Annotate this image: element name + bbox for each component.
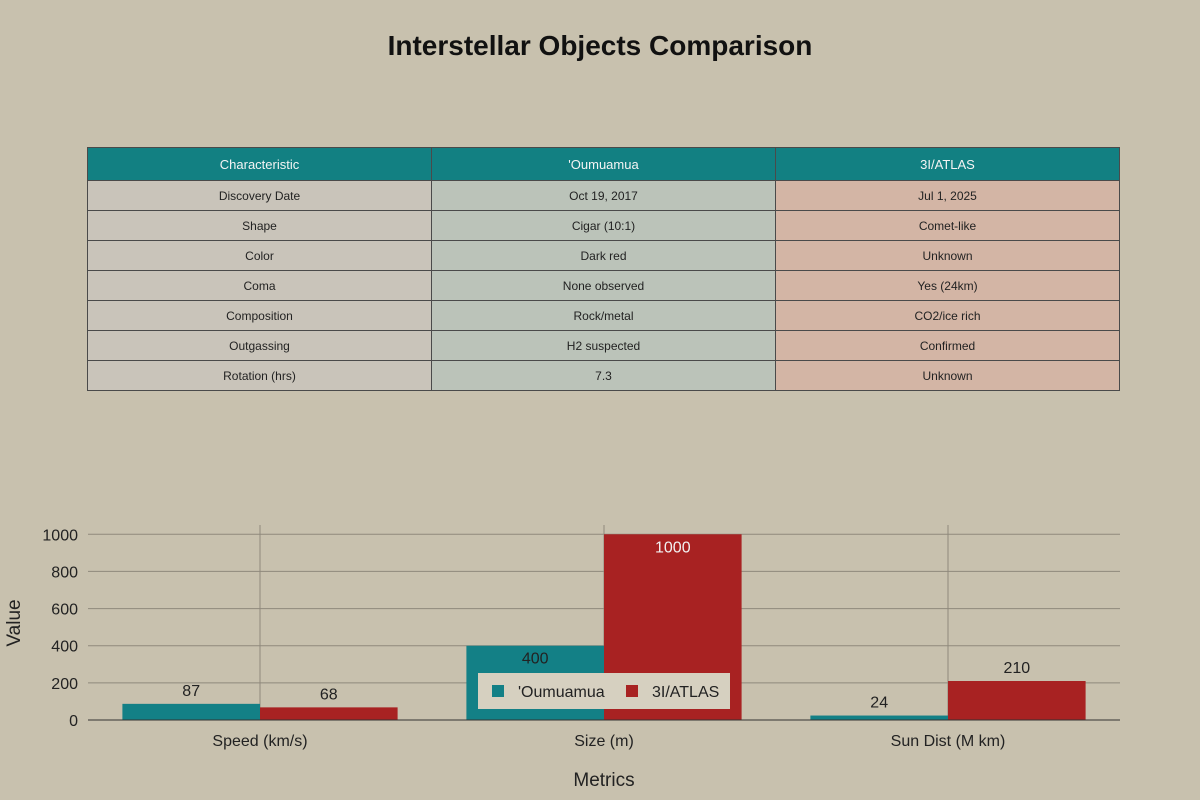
table-header-row: Characteristic 'Oumuamua 3I/ATLAS [87,147,1120,181]
x-tick-label: Speed (km/s) [212,733,307,750]
table-cell: Discovery Date [87,180,432,211]
table-cell: Rock/metal [431,300,776,331]
table-cell: Color [87,240,432,271]
y-tick-label: 0 [69,713,78,730]
comparison-table: Characteristic 'Oumuamua 3I/ATLAS Discov… [87,147,1120,391]
page-title: Interstellar Objects Comparison [387,30,813,61]
y-tick-label: 600 [51,602,78,619]
data-label: 87 [182,683,200,700]
table-cell: Oct 19, 2017 [431,180,776,211]
legend-swatch [626,685,638,697]
table-cell: Unknown [775,240,1120,271]
column-header: 3I/ATLAS [775,147,1120,181]
legend-swatch [492,685,504,697]
data-label: 68 [320,686,338,703]
table-row: Rotation (hrs) 7.3 Unknown [87,360,1120,391]
y-axis-title: Value [4,599,25,646]
data-label: 400 [522,651,549,668]
table-cell: Coma [87,270,432,301]
legend-label: 3I/ATLAS [652,684,719,701]
table-row: Composition Rock/metal CO2/ice rich [87,300,1120,331]
table-cell: Confirmed [775,330,1120,361]
data-label: 24 [870,695,888,712]
data-label: 1000 [655,539,691,556]
bar [810,715,948,720]
column-header: Characteristic [87,147,432,181]
column-header: 'Oumuamua [431,147,776,181]
table-cell: Comet-like [775,210,1120,241]
table-cell: Dark red [431,240,776,271]
bar [260,707,398,720]
table-cell: None observed [431,270,776,301]
table-cell: 7.3 [431,360,776,391]
x-tick-label: Sun Dist (M km) [891,733,1006,750]
table-cell: Unknown [775,360,1120,391]
table-row: Shape Cigar (10:1) Comet-like [87,210,1120,241]
legend-box [478,673,730,709]
table-row: Color Dark red Unknown [87,240,1120,271]
table-cell: Rotation (hrs) [87,360,432,391]
table-cell: Cigar (10:1) [431,210,776,241]
table-cell: Outgassing [87,330,432,361]
bar [122,703,261,720]
table-row: Discovery Date Oct 19, 2017 Jul 1, 2025 [87,180,1120,211]
x-axis-title: Metrics [573,770,634,791]
y-tick-label: 1000 [42,527,78,544]
table-cell: CO2/ice rich [775,300,1120,331]
data-label: 210 [1003,660,1030,677]
bar [948,681,1086,720]
y-tick-label: 800 [51,564,78,581]
x-tick-label: Size (m) [574,733,634,750]
legend-label: 'Oumuamua [518,684,605,701]
table-cell: Shape [87,210,432,241]
table-cell: Yes (24km) [775,270,1120,301]
y-tick-label: 400 [51,639,78,656]
table-row: Coma None observed Yes (24km) [87,270,1120,301]
y-tick-label: 200 [51,676,78,693]
table-cell: Jul 1, 2025 [775,180,1120,211]
